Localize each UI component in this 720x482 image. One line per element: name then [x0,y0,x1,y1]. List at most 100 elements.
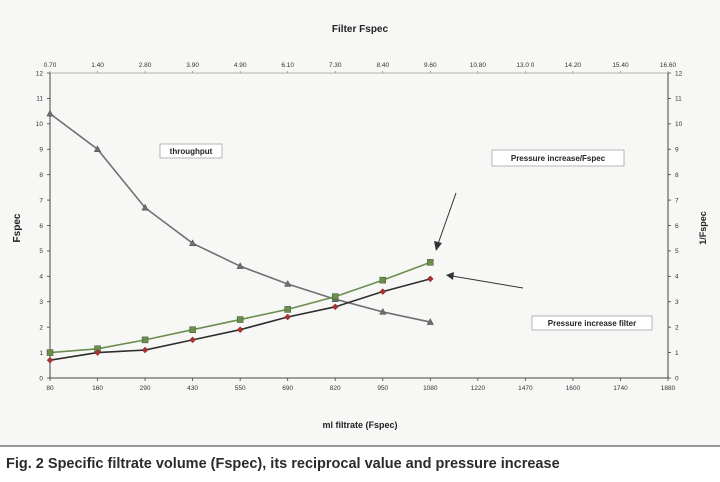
chart-svg: Filter Fspec Fspec 1/Fspec ml filtrate (… [12,24,708,430]
y-axis-left-title: Fspec [12,213,23,242]
x-tick-top-label: 16.60 [660,62,677,69]
series-point-throughput [284,280,292,287]
y-tick-right-label: 2 [675,324,679,331]
y-tick-right-label: 1 [675,350,679,357]
x-tick-bottom-label: 950 [377,385,388,392]
y-tick-left-label: 3 [39,299,43,306]
y-tick-left-label: 9 [39,147,43,154]
x-tick-bottom-label: 1880 [661,385,676,392]
y-tick-right-label: 12 [675,70,683,77]
arrow-to-filter-series-head [446,272,454,280]
series-point-pressure-fspec [189,326,196,333]
x-tick-bottom-label: 1220 [471,385,486,392]
x-tick-top-label: 14.20 [565,62,582,69]
chart-figure: Filter Fspec Fspec 1/Fspec ml filtrate (… [12,24,708,430]
series-line-2 [49,261,431,354]
x-tick-top-label: 15.40 [612,62,629,69]
series-point-pressure-filter [141,346,149,354]
y-tick-left-label: 12 [36,70,44,77]
pressure-fspec-note: Pressure increase/Fspec [511,154,606,163]
y-tick-left-label: 11 [36,96,43,103]
y-tick-right-label: 6 [675,223,679,230]
x-tick-top-label: 3.90 [186,62,199,69]
series-point-pressure-fspec [236,316,244,323]
x-tick-bottom-label: 1470 [518,385,533,392]
throughput-note-box [159,143,223,159]
y-tick-right-label: 10 [675,121,683,128]
figure-caption: Fig. 2 Specific filtrate volume (Fspec),… [6,456,560,472]
series-point-pressure-filter [284,313,291,321]
y-tick-right-label: 3 [675,299,679,306]
y-tick-left-label: 10 [36,121,44,128]
x-tick-top-label: 0.70 [44,62,57,69]
y-tick-left-label: 4 [39,274,43,281]
series-point-pressure-fspec [46,349,54,356]
series-point-throughput [94,145,102,152]
x-tick-bottom-label: 690 [282,385,293,392]
series-point-throughput [189,239,197,246]
x-tick-top-label: 4.90 [234,62,247,69]
chart-title: Filter Fspec [332,24,389,35]
series-point-throughput [379,307,387,315]
y-tick-left-label: 1 [39,350,43,357]
series-point-pressure-filter [189,336,196,344]
x-tick-top-label: 6.10 [281,62,294,69]
y-tick-right-label: 5 [675,248,679,255]
series-point-pressure-filter [379,288,387,295]
x-tick-top-label: 9.60 [424,62,437,69]
arrow-to-fspec-series [437,192,457,245]
series-point-throughput [426,318,434,325]
x-tick-bottom-label: 160 [92,385,103,392]
series-point-pressure-filter [46,356,54,364]
arrow-to-fspec-series-head [434,241,442,251]
arrow-to-filter-series [451,275,524,289]
throughput-note: throughput [170,147,213,156]
x-tick-bottom-label: 1740 [613,385,628,392]
pressure-filter-note-box [531,315,653,331]
y-tick-left-label: 0 [39,375,43,382]
series-point-pressure-filter [331,303,339,311]
series-layer [46,109,434,364]
y-tick-left-label: 6 [39,223,43,230]
x-tick-bottom-label: 430 [187,385,198,392]
series-point-throughput [141,203,149,211]
series-point-pressure-fspec [331,293,339,300]
x-ticks: 80 160 290 430 550 690 820 950 1080 1220 1470 1600 1… [44,62,677,392]
x-tick-top-label: 8.40 [376,62,389,69]
y-tick-left-label: 7 [39,197,43,204]
y-tick-left-label: 8 [39,172,43,179]
series-point-pressure-filter [427,275,434,283]
y-tick-right-label: 11 [675,96,682,103]
series-point-pressure-fspec [141,336,149,344]
y-tick-right-label: 9 [675,147,679,154]
x-tick-bottom-label: 80 [46,385,54,392]
y-tick-right-label: 8 [675,172,679,179]
x-tick-bottom-label: 1600 [566,385,581,392]
series-line-1 [49,113,431,323]
x-tick-top-label: 13.0 0 [516,62,534,69]
y-tick-left-label: 5 [39,248,43,255]
pressure-filter-note: Pressure increase filter [548,319,637,328]
x-tick-bottom-label: 290 [140,385,151,392]
x-tick-top-label: 2.80 [139,62,152,69]
x-tick-top-label: 1.40 [91,62,104,69]
pressure-fspec-note-box [491,149,625,167]
x-axis-title: ml filtrate (Fspec) [322,420,397,430]
series-point-pressure-fspec [284,306,291,313]
x-tick-top-label: 10.80 [470,62,487,69]
series-point-pressure-fspec [427,259,434,266]
y-tick-right-label: 7 [675,197,679,204]
series-point-throughput [46,109,54,117]
y-tick-left-label: 2 [39,324,43,331]
y-tick-right-label: 0 [675,375,679,382]
x-tick-bottom-label: 820 [330,385,341,392]
series-point-pressure-filter [94,349,101,356]
series-point-pressure-filter [236,326,244,333]
x-tick-top-label: 7.30 [329,62,342,69]
y-axis-right-title: 1/Fspec [698,211,708,245]
x-tick-bottom-label: 550 [235,385,246,392]
caption-bar: Fig. 2 Specific filtrate volume (Fspec),… [0,445,720,482]
series-point-pressure-fspec [379,276,387,284]
x-tick-bottom-label: 1080 [423,385,438,392]
